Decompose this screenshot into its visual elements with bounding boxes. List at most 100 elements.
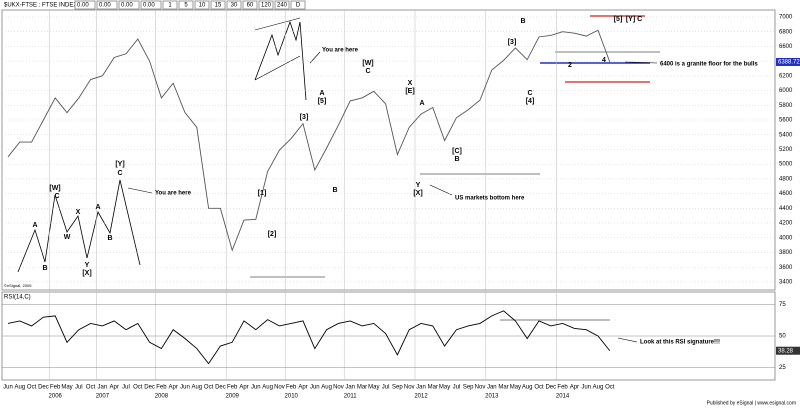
footer: Published by eSignal | www.esignal.com: [707, 400, 796, 406]
x-year-label: 2009: [226, 394, 240, 400]
annotation: [3]: [300, 114, 309, 121]
y-tick-label: 6800: [779, 29, 793, 35]
annotation: 2: [568, 62, 572, 69]
x-tick-label: Dec: [215, 385, 226, 391]
quote-box: [96, 0, 118, 10]
series-line: [7, 29, 611, 252]
annotation: B: [454, 156, 459, 163]
x-tick-label: Feb: [227, 385, 238, 391]
x-tick-label: Oct: [605, 385, 615, 391]
interval: 1: [168, 3, 172, 9]
interval: 15: [215, 3, 222, 9]
x-tick-label: Jun: [581, 385, 591, 391]
interval: D: [296, 3, 301, 9]
x-tick-label: Apr: [570, 385, 579, 391]
x-tick-label: Nov: [274, 385, 285, 391]
x-tick-label: Jul: [75, 385, 83, 391]
y-tick-label: 4200: [779, 221, 793, 227]
annotation: [E]: [405, 88, 414, 95]
x-year-label: 2008: [155, 394, 169, 400]
series-line: [7, 310, 611, 365]
x-tick-label: Jul: [453, 385, 461, 391]
x-year-label: 2011: [344, 394, 358, 400]
x-tick-label: Jan: [98, 385, 108, 391]
interval-button[interactable]: [178, 0, 194, 10]
annotation: [2]: [268, 231, 277, 238]
last-value: 38.28: [778, 348, 794, 354]
y-tick-label: 3600: [779, 265, 793, 271]
y-tick-label: 4400: [779, 206, 793, 212]
x-tick-label: Jun: [310, 385, 320, 391]
annotation: A: [95, 204, 100, 211]
interval-button[interactable]: [290, 0, 306, 10]
y-tick-label: 4800: [779, 176, 793, 182]
interval-button[interactable]: [210, 0, 226, 10]
annotation: [W]: [49, 185, 60, 192]
annotation: C: [54, 193, 59, 200]
x-year-label: 2007: [96, 394, 110, 400]
x-tick-label: Mar: [428, 385, 438, 391]
annotation: You are here: [155, 191, 192, 197]
interval-button[interactable]: [226, 0, 242, 10]
x-tick-label: Jun: [3, 385, 13, 391]
x-tick-label: Dec: [545, 385, 556, 391]
annotation: [1]: [258, 190, 267, 197]
x-tick-label: Feb: [557, 385, 568, 391]
pointer: [429, 184, 453, 196]
symbol: $UKX-FTSE : FTSE INDEX: [4, 3, 77, 9]
x-tick-label: Aug: [191, 385, 202, 391]
annotation: Look at this RSI signature!!!: [640, 340, 720, 346]
annotation: C: [117, 170, 122, 177]
y-tick-label: 7000: [779, 15, 793, 21]
x-tick-label: Oct: [204, 385, 214, 391]
interval: 30: [231, 3, 238, 9]
x-tick-label: Feb: [156, 385, 167, 391]
x-tick-label: Mar: [357, 385, 367, 391]
x-tick-label: Jun: [251, 385, 261, 391]
annotation: [3]: [508, 39, 517, 46]
x-tick-label: Nov: [404, 385, 415, 391]
x-tick-label: Dec: [38, 385, 49, 391]
x-tick-label: Jan: [345, 385, 355, 391]
x-tick-label: Oct: [133, 385, 143, 391]
annotation: C: [365, 68, 370, 75]
annotation: 6400 is a granite floor for the bulls: [660, 62, 758, 68]
x-tick-label: Feb: [286, 385, 297, 391]
x-tick-label: May: [439, 385, 450, 391]
x-tick-label: Jan: [487, 385, 497, 391]
annotation: [X]: [413, 190, 422, 197]
x-tick-label: Aug: [321, 385, 332, 391]
interval-button[interactable]: [194, 0, 210, 10]
interval-button[interactable]: [162, 0, 178, 10]
y-tick-label: 4000: [779, 235, 793, 241]
x-year-label: 2010: [285, 394, 299, 400]
annotation: [Y]: [115, 161, 124, 168]
x-tick-label: Nov: [333, 385, 344, 391]
annotation: C: [527, 90, 532, 97]
x-tick-label: Mar: [498, 385, 508, 391]
x-year-label: 2013: [485, 394, 499, 400]
quote-box: [140, 0, 162, 10]
interval-button[interactable]: [258, 0, 274, 10]
quote: 0.00: [143, 3, 155, 9]
y-tick-label: 50: [779, 334, 786, 340]
x-tick-label: Sep: [392, 385, 403, 391]
interval-button[interactable]: [274, 0, 290, 10]
annotation: [X]: [82, 270, 91, 277]
interval-button[interactable]: [242, 0, 258, 10]
annotation: A: [419, 100, 424, 107]
annotation: B: [520, 18, 525, 25]
x-tick-label: Apr: [110, 385, 119, 391]
channel-line: [254, 55, 301, 81]
y-tick-label: 5000: [779, 162, 793, 168]
x-tick-label: Jun: [180, 385, 190, 391]
x-year-label: 2012: [414, 394, 428, 400]
x-tick-label: Oct: [27, 385, 37, 391]
y-tick-label: 5600: [779, 118, 793, 124]
x-tick-label: Aug: [262, 385, 273, 391]
annotation: W: [64, 234, 71, 241]
pointer: [127, 187, 153, 194]
x-tick-label: May: [510, 385, 521, 391]
x-tick-label: Oct: [86, 385, 96, 391]
wave-schematic: [254, 20, 307, 101]
